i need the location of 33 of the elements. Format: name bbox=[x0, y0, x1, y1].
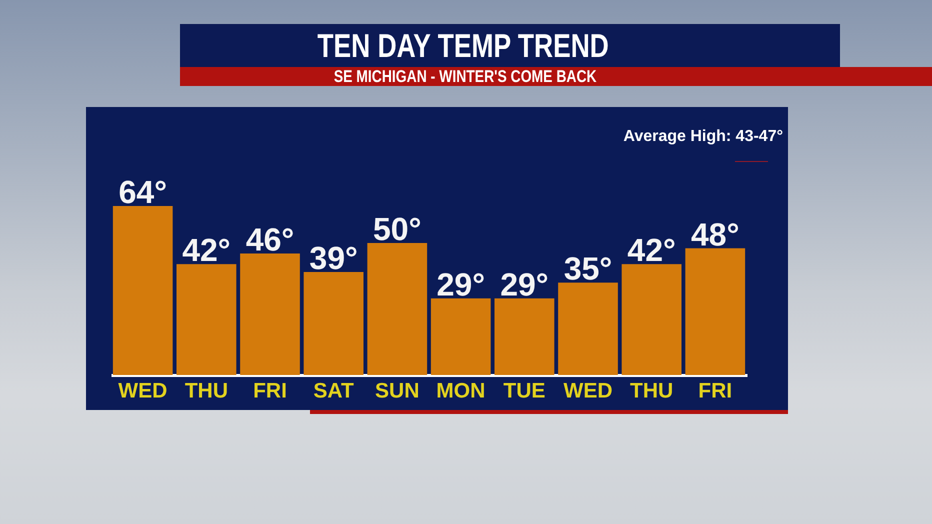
x-tick-label: THU bbox=[184, 380, 228, 402]
x-tick-label: WED bbox=[118, 380, 168, 402]
x-tick-label: FRI bbox=[253, 380, 287, 402]
x-tick-label: WED bbox=[564, 380, 612, 402]
x-tick-label: THU bbox=[630, 380, 674, 402]
bar bbox=[558, 282, 618, 375]
x-tick-label: SAT bbox=[313, 380, 354, 402]
bar bbox=[367, 242, 428, 375]
x-tick-label: TUE bbox=[503, 380, 546, 402]
data-label: 50° bbox=[373, 210, 422, 247]
data-label: 64° bbox=[118, 174, 167, 210]
bar bbox=[112, 206, 173, 375]
bar bbox=[622, 264, 682, 375]
data-label: 29° bbox=[436, 266, 485, 302]
data-label: 42° bbox=[627, 232, 676, 268]
bar bbox=[494, 298, 554, 375]
x-tick-label: FRI bbox=[698, 380, 732, 402]
text: Average High: 43-47° bbox=[623, 128, 783, 145]
bar bbox=[240, 254, 300, 375]
data-label: 35° bbox=[564, 250, 612, 287]
data-label: 46° bbox=[246, 222, 294, 258]
bar bbox=[685, 248, 746, 375]
bar bbox=[304, 272, 364, 375]
x-tick-label: MON bbox=[436, 380, 486, 402]
x-tick-label: SUN bbox=[375, 380, 420, 402]
data-label: 29° bbox=[500, 266, 549, 302]
bar bbox=[176, 264, 236, 375]
chart-subtitle: SE MICHIGAN - WINTER'S COME BACK bbox=[334, 67, 596, 86]
data-label: 39° bbox=[309, 240, 358, 276]
bar bbox=[430, 298, 491, 375]
data-label: 48° bbox=[691, 216, 740, 252]
data-label: 42° bbox=[182, 232, 231, 268]
chart-title: TEN DAY TEMP TREND bbox=[317, 27, 609, 64]
